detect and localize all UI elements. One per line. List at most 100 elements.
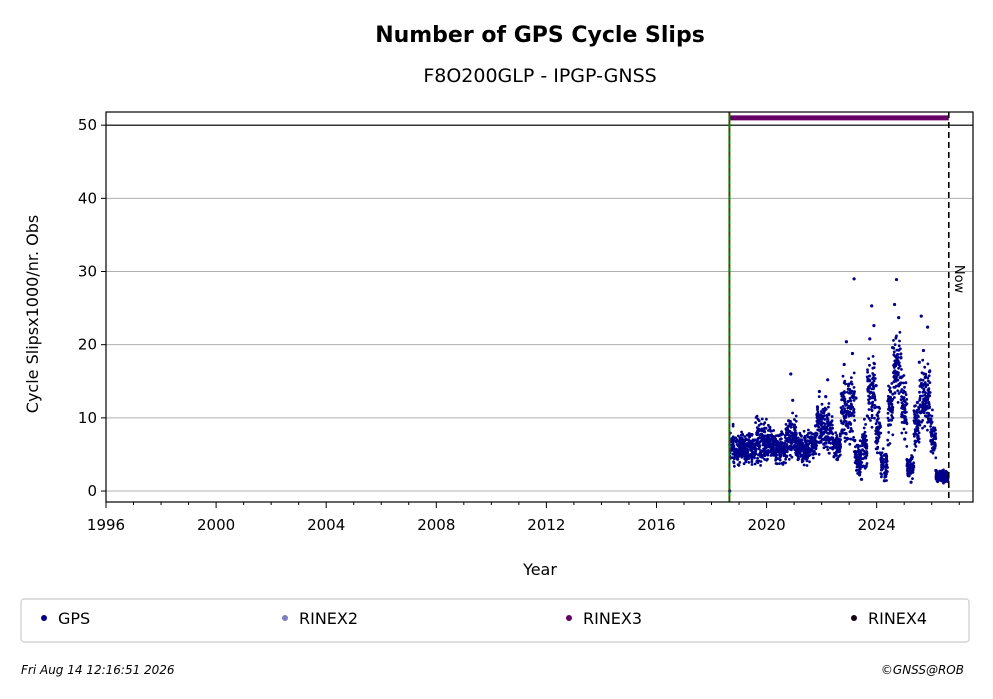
gps-point bbox=[884, 472, 888, 475]
gps-point bbox=[775, 462, 779, 466]
gps-point bbox=[819, 414, 823, 417]
gps-point bbox=[895, 334, 898, 338]
gps-point bbox=[921, 426, 924, 430]
legend-label: RINEX4 bbox=[868, 609, 927, 628]
gps-point bbox=[911, 477, 914, 480]
gps-point bbox=[889, 418, 892, 422]
gps-point bbox=[848, 396, 852, 400]
gps-point bbox=[858, 470, 861, 473]
gps-point bbox=[831, 432, 835, 436]
gps-point bbox=[899, 398, 903, 401]
gps-point bbox=[921, 348, 926, 353]
gps-point bbox=[805, 464, 809, 467]
gps-point bbox=[770, 451, 774, 455]
gps-point bbox=[913, 432, 916, 436]
gps-point bbox=[900, 421, 904, 424]
gps-point bbox=[816, 408, 819, 412]
gps-point bbox=[762, 441, 765, 444]
gps-point bbox=[880, 455, 884, 459]
gps-point bbox=[788, 453, 792, 457]
gps-point bbox=[784, 457, 787, 461]
gps-point bbox=[846, 382, 851, 386]
gps-point bbox=[842, 362, 846, 367]
gps-point bbox=[816, 412, 819, 415]
gps-point bbox=[755, 414, 759, 418]
gps-point bbox=[913, 442, 917, 446]
gps-point bbox=[895, 378, 899, 382]
gps-point bbox=[921, 394, 924, 398]
y-tick-label: 10 bbox=[78, 409, 97, 427]
gps-point bbox=[830, 415, 834, 418]
gps-point bbox=[928, 394, 932, 398]
gps-point bbox=[823, 437, 826, 441]
gps-point bbox=[844, 432, 848, 436]
gps-point bbox=[915, 400, 920, 405]
gps-point bbox=[868, 363, 871, 367]
gps-point bbox=[903, 385, 906, 389]
gps-point bbox=[870, 381, 874, 385]
gps-point bbox=[924, 395, 928, 399]
gps-point bbox=[824, 428, 828, 431]
gps-point bbox=[795, 450, 799, 454]
gps-point bbox=[774, 450, 778, 454]
gps-point bbox=[756, 444, 760, 448]
gps-point bbox=[778, 458, 782, 462]
gps-point bbox=[862, 449, 866, 453]
gps-point bbox=[808, 441, 812, 445]
gps-point bbox=[845, 403, 849, 406]
gps-point bbox=[826, 435, 830, 439]
gps-point bbox=[759, 432, 763, 436]
gps-point bbox=[918, 423, 922, 427]
gps-point bbox=[812, 432, 816, 436]
gps-point bbox=[898, 339, 901, 343]
gps-point bbox=[900, 431, 904, 435]
gps-point bbox=[780, 432, 785, 436]
gps-point bbox=[852, 277, 856, 281]
gps-point bbox=[934, 456, 938, 460]
gps-point bbox=[819, 410, 823, 413]
gps-point bbox=[774, 434, 778, 438]
gps-point bbox=[867, 357, 870, 360]
gps-point bbox=[731, 422, 735, 426]
gps-point bbox=[917, 360, 921, 364]
gps-point bbox=[776, 457, 780, 461]
gps-point bbox=[944, 474, 948, 478]
gps-point bbox=[764, 446, 768, 450]
gps-point bbox=[894, 277, 899, 282]
gps-point bbox=[785, 450, 789, 454]
gps-point bbox=[846, 426, 850, 429]
gps-point bbox=[798, 446, 802, 449]
gps-point bbox=[863, 417, 866, 421]
gps-point bbox=[852, 395, 855, 398]
legend: GPS RINEX2 RINEX3 RINEX4 bbox=[41, 609, 927, 628]
gps-point bbox=[843, 379, 847, 383]
gps-point bbox=[853, 449, 857, 453]
gps-point bbox=[860, 444, 864, 448]
gps-point bbox=[856, 446, 860, 450]
gps-point bbox=[890, 382, 894, 385]
gps-point bbox=[783, 451, 787, 454]
gps-point bbox=[743, 439, 747, 443]
gps-point bbox=[924, 383, 928, 387]
gps-point bbox=[907, 474, 911, 478]
gps-point bbox=[905, 402, 909, 406]
gps-point bbox=[849, 427, 853, 430]
gps-point bbox=[847, 404, 850, 408]
gps-point bbox=[872, 324, 876, 328]
gps-point bbox=[872, 361, 876, 365]
gps-point bbox=[784, 455, 788, 459]
legend-label: RINEX3 bbox=[583, 609, 642, 628]
gps-point bbox=[843, 440, 847, 443]
gps-point bbox=[852, 386, 856, 389]
gps-point bbox=[861, 464, 866, 468]
gps-point bbox=[920, 386, 924, 389]
gps-point bbox=[760, 427, 764, 431]
gps-point bbox=[882, 479, 886, 483]
chart-title: Number of GPS Cycle Slips bbox=[375, 23, 705, 48]
gps-point bbox=[926, 398, 929, 402]
gps-point bbox=[808, 460, 811, 464]
gps-point bbox=[826, 378, 830, 382]
gps-point bbox=[796, 436, 800, 440]
gps-point bbox=[913, 414, 917, 418]
gps-point bbox=[786, 425, 790, 428]
